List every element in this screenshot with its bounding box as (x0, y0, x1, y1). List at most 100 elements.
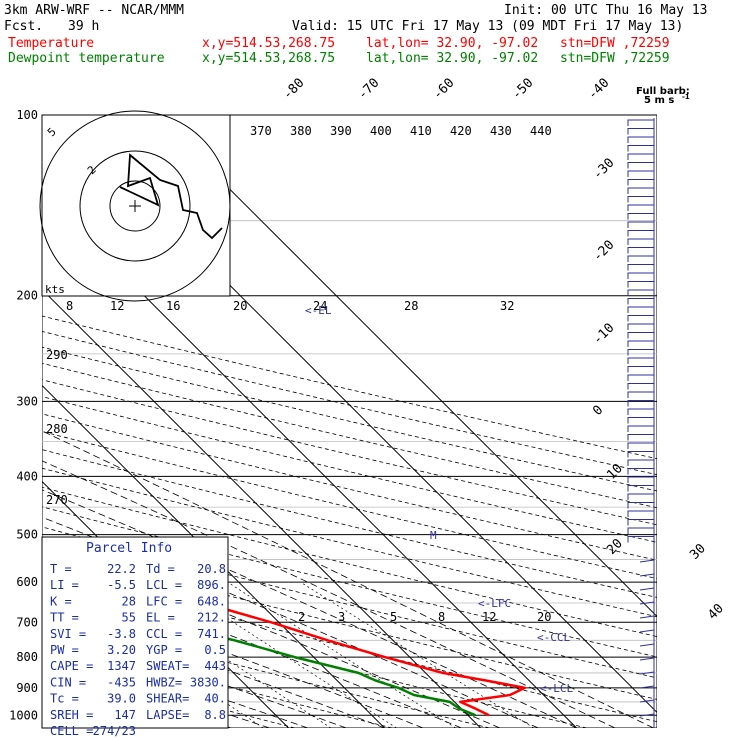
mixing-ratio-label: 5 (390, 610, 397, 624)
wind-barb (627, 468, 654, 475)
wind-barb (627, 323, 654, 330)
theta-label: 390 (330, 124, 352, 138)
parcel-info-value: 20.8 (197, 562, 226, 576)
parcel-info-row: CELL = 274/23 (50, 724, 136, 738)
wind-barb (627, 145, 654, 152)
mixing-ratio-line (227, 581, 456, 728)
parcel-info-key: HWBZ= (146, 675, 182, 689)
wind-barb (627, 366, 654, 373)
wind-barb (627, 221, 654, 228)
wind-barb (627, 128, 654, 135)
level-marker: <-EL (305, 304, 332, 317)
wind-barb (627, 315, 654, 322)
temp-legend-latlon: lat,lon= 32.90, -97.02 (366, 36, 539, 51)
parcel-info-value: 274/23 (93, 724, 136, 738)
isotherm-label: -30 (590, 156, 617, 183)
parcel-info-key: SWEAT= (146, 659, 189, 673)
wind-barb (627, 502, 654, 509)
moist-adiabat (42, 516, 539, 728)
wind-barb (639, 601, 655, 605)
wind-barb (627, 230, 654, 237)
parcel-info-value: 648. (197, 594, 226, 608)
theta-label: 380 (290, 124, 312, 138)
pressure-tick-label: 400 (16, 469, 38, 483)
pressure-tick-label: 700 (16, 615, 38, 629)
wind-barb (627, 119, 654, 126)
mixing-ratio-label: 12 (482, 610, 496, 624)
parcel-info-key: Tc = (50, 692, 79, 706)
parcel-info-box (41, 536, 229, 729)
parcel-info-value: 39.0 (107, 692, 136, 706)
parcel-info-value: 443 (204, 659, 226, 673)
pressure-tick-label: 1000 (9, 708, 38, 722)
hodograph-trace (119, 153, 223, 240)
level-marker: <-LCL (540, 682, 573, 695)
hodograph-axis-tick: 24 (313, 299, 327, 313)
level-marker: <-LFC (478, 597, 511, 610)
parcel-info-key: T = (50, 562, 72, 576)
parcel-info-key: SHEAR= (146, 692, 189, 706)
dewpoint-line (42, 576, 477, 717)
theta-label: 430 (490, 124, 512, 138)
parcel-info-row: PW = 3.20 YGP = 0.5 (50, 643, 226, 657)
parcel-info-value: 8.8 (204, 708, 226, 722)
wind-barb (639, 671, 655, 675)
hodograph-ring (79, 150, 191, 262)
isotherm-line (42, 288, 481, 728)
wind-barb (627, 332, 654, 339)
wind-barb (639, 573, 655, 577)
parcel-info-key: LFC = (146, 594, 182, 608)
hodograph-axis-tick: 12 (110, 299, 124, 313)
dry-adiabat (42, 449, 657, 598)
wind-barb (627, 255, 654, 262)
wind-barb (627, 434, 654, 441)
wind-barb (627, 170, 654, 177)
wind-barb (627, 196, 654, 203)
wind-barb (627, 289, 654, 296)
wind-barb (627, 187, 654, 194)
parcel-info-value: -5.5 (107, 578, 136, 592)
parcel-info-value: 0.5 (204, 643, 226, 657)
wind-barb (627, 162, 654, 169)
parcel-info-key: LCL = (146, 578, 182, 592)
dew-legend-stn: stn=DFW ,72259 (560, 51, 670, 66)
parcel-info-value: 28 (122, 594, 136, 608)
wind-barb (627, 264, 654, 271)
isotherm-line (0, 115, 1, 728)
parcel-info-value: 896. (197, 578, 226, 592)
theta-label: 280 (46, 422, 68, 436)
parcel-info-value: -435 (107, 675, 136, 689)
hodograph-axis-tick: 32 (500, 299, 514, 313)
pressure-tick-label: 900 (16, 681, 38, 695)
isotherm-label: -60 (430, 76, 457, 103)
wind-barb (627, 238, 654, 245)
parcel-info-title: Parcel Info (86, 541, 172, 556)
isotherm-label: -50 (509, 76, 536, 103)
pressure-tick-label: 300 (16, 394, 38, 408)
parcel-info-row: Tc = 39.0 SHEAR= 40. (50, 692, 226, 706)
wind-barb (627, 408, 654, 415)
wind-barb (639, 559, 655, 563)
wind-barb (627, 442, 654, 449)
barb-legend-sup: -1 (682, 93, 690, 101)
mixing-ratio-label: 8 (438, 610, 445, 624)
moist-adiabat (42, 606, 385, 728)
wind-barb (639, 685, 655, 689)
wind-barb (627, 383, 654, 390)
isotherm-label: 30 (687, 541, 709, 563)
wind-barb (627, 425, 654, 432)
hodograph-axis-tick: 8 (66, 299, 73, 313)
fcst-label: Fcst. (4, 19, 44, 34)
fcst-value: 39 h (68, 19, 100, 34)
parcel-info-key: LAPSE= (146, 708, 189, 722)
hodograph-axis-tick: 16 (166, 299, 180, 313)
wind-barb (627, 374, 654, 381)
parcel-info-value: 3830. (190, 675, 226, 689)
dry-adiabat (42, 613, 490, 728)
parcel-info-key: CIN = (50, 675, 86, 689)
wind-barb (639, 657, 655, 661)
temp-legend-stn: stn=DFW ,72259 (560, 36, 670, 51)
hodograph-unit-label: kts (45, 283, 65, 296)
parcel-info-value: 3.20 (107, 643, 136, 657)
wind-barb (639, 713, 655, 717)
